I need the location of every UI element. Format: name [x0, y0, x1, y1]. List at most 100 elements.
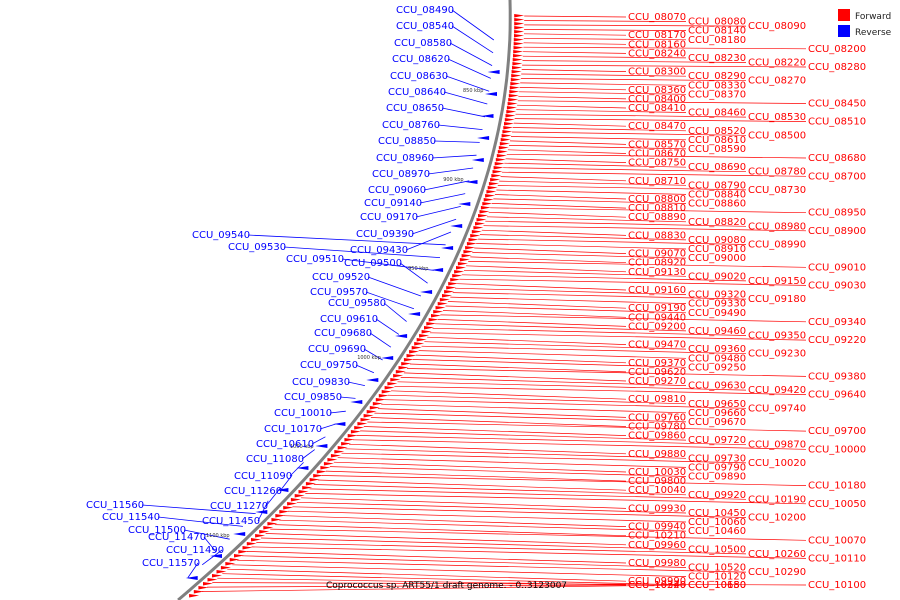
- reverse-gene-label: CCU_11470: [148, 532, 206, 543]
- forward-gene-label: CCU_10120: [688, 572, 746, 583]
- forward-gene-mark: [473, 226, 484, 230]
- forward-connector: [333, 461, 627, 473]
- forward-gene-label: CCU_10040: [628, 485, 686, 496]
- forward-connector: [337, 457, 687, 468]
- forward-connector: [421, 345, 747, 355]
- forward-connector: [274, 524, 627, 537]
- forward-gene-label: CCU_09250: [688, 362, 746, 373]
- forward-gene-mark: [279, 510, 290, 514]
- forward-connector: [474, 247, 627, 254]
- forward-gene-mark: [501, 134, 512, 138]
- forward-connector: [381, 403, 687, 414]
- reverse-connector: [329, 410, 346, 414]
- forward-gene-label: CCU_08690: [688, 162, 746, 173]
- forward-gene-label: CCU_09320: [688, 290, 746, 301]
- reverse-gene-label: CCU_08620: [392, 54, 450, 65]
- forward-gene-mark: [510, 78, 521, 82]
- reverse-gene-mark: [296, 466, 309, 470]
- forward-connector: [516, 109, 687, 113]
- forward-gene-mark: [309, 478, 320, 482]
- forward-connector: [370, 417, 627, 427]
- reverse-connector: [187, 562, 199, 578]
- reverse-gene-label: CCU_08630: [390, 71, 448, 82]
- forward-gene-label: CCU_09920: [688, 490, 746, 501]
- forward-gene-mark: [369, 406, 380, 410]
- reverse-connector: [433, 140, 480, 143]
- forward-connector: [483, 225, 807, 232]
- forward-connector: [391, 390, 627, 400]
- forward-gene-label: CCU_08400: [628, 94, 686, 105]
- forward-gene-mark: [366, 410, 377, 414]
- forward-gene-label: CCU_08080: [688, 17, 746, 28]
- forward-connector: [481, 229, 627, 236]
- forward-gene-label: CCU_09340: [808, 317, 866, 328]
- forward-gene-mark: [302, 486, 313, 490]
- forward-gene-label: CCU_10460: [688, 526, 746, 537]
- reverse-gene-mark: [366, 378, 379, 382]
- reverse-gene-label: CCU_09060: [368, 185, 426, 196]
- reverse-connector: [347, 381, 365, 386]
- reverse-connector: [423, 180, 470, 191]
- forward-gene-label: CCU_08200: [808, 44, 866, 55]
- forward-gene-label: CCU_09220: [808, 335, 866, 346]
- forward-gene-label: CCU_08730: [748, 185, 806, 196]
- forward-gene-mark: [498, 146, 509, 150]
- forward-gene-mark: [424, 326, 434, 330]
- forward-gene-mark: [378, 394, 389, 398]
- forward-connector: [397, 381, 747, 391]
- forward-connector: [260, 537, 687, 550]
- forward-gene-mark: [514, 14, 525, 18]
- forward-gene-label: CCU_09800: [628, 476, 686, 487]
- forward-gene-mark: [509, 86, 520, 90]
- forward-gene-label: CCU_09720: [688, 435, 746, 446]
- forward-gene-mark: [507, 102, 518, 106]
- forward-connector: [461, 274, 747, 282]
- reverse-gene-label: CCU_10170: [264, 424, 322, 435]
- forward-connector: [201, 584, 687, 592]
- forward-gene-mark: [514, 26, 525, 30]
- forward-gene-label: CCU_08790: [688, 180, 746, 191]
- forward-connector: [341, 452, 747, 464]
- forward-gene-mark: [344, 438, 355, 442]
- forward-gene-mark: [475, 222, 485, 226]
- forward-gene-mark: [465, 246, 476, 250]
- forward-gene-label: CCU_09860: [628, 431, 686, 442]
- forward-connector: [207, 584, 627, 588]
- reverse-gene-label: CCU_09140: [364, 198, 422, 209]
- reverse-gene-label: CCU_11570: [142, 558, 200, 569]
- forward-gene-label: CCU_10260: [748, 549, 806, 560]
- forward-gene-label: CCU_09150: [748, 276, 806, 287]
- forward-gene-mark: [456, 266, 466, 270]
- legend-forward-label: Forward: [855, 12, 891, 22]
- forward-gene-label: CCU_10180: [808, 481, 866, 492]
- kbp-tick-label: 850 kbp: [463, 88, 483, 94]
- forward-gene-label: CCU_09760: [628, 412, 686, 423]
- forward-connector: [524, 15, 627, 18]
- forward-connector: [510, 136, 687, 141]
- forward-connector: [524, 20, 687, 22]
- reverse-gene-label: CCU_11540: [102, 512, 160, 523]
- kbp-tick-label: 1000 kbp: [357, 355, 381, 361]
- forward-gene-mark: [421, 330, 432, 334]
- forward-connector: [523, 51, 627, 54]
- forward-gene-label: CCU_08980: [748, 221, 806, 232]
- forward-connector: [442, 310, 627, 318]
- forward-gene-label: CCU_10030: [628, 467, 686, 478]
- reverse-gene-label: CCU_09520: [312, 272, 370, 283]
- reverse-gene-mark: [465, 180, 478, 184]
- forward-gene-mark: [506, 110, 517, 114]
- forward-gene-mark: [463, 250, 474, 254]
- forward-connector: [503, 167, 747, 173]
- forward-connector: [508, 145, 687, 150]
- forward-gene-label: CCU_09360: [688, 344, 746, 355]
- forward-gene-label: CCU_09440: [628, 312, 686, 323]
- forward-connector: [514, 118, 807, 122]
- reverse-gene-label: CCU_11080: [246, 454, 304, 465]
- forward-gene-label: CCU_10520: [688, 563, 746, 574]
- forward-gene-label: CCU_08710: [628, 176, 686, 187]
- forward-connector: [246, 551, 627, 564]
- forward-connector: [429, 332, 807, 341]
- forward-gene-label: CCU_08700: [808, 171, 866, 182]
- forward-gene-mark: [426, 322, 437, 326]
